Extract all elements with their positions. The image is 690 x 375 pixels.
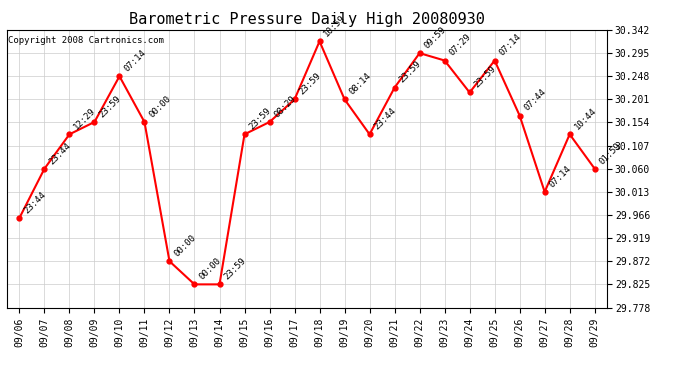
Text: 23:59: 23:59 [247, 106, 273, 132]
Title: Barometric Pressure Daily High 20080930: Barometric Pressure Daily High 20080930 [129, 12, 485, 27]
Text: 01:59: 01:59 [598, 141, 623, 166]
Text: 23:59: 23:59 [297, 71, 323, 97]
Text: 07:14: 07:14 [547, 164, 573, 189]
Text: 23:44: 23:44 [47, 141, 72, 166]
Text: 09:59: 09:59 [422, 25, 448, 50]
Text: 07:29: 07:29 [447, 32, 473, 58]
Text: 10:44: 10:44 [573, 106, 598, 132]
Text: 23:59: 23:59 [97, 94, 123, 119]
Text: 00:00: 00:00 [197, 256, 223, 282]
Text: 23:44: 23:44 [373, 106, 397, 132]
Text: 23:59: 23:59 [397, 59, 423, 85]
Text: 00:00: 00:00 [147, 94, 172, 119]
Text: 07:14: 07:14 [122, 48, 148, 74]
Text: 10:59: 10:59 [322, 13, 348, 39]
Text: 00:00: 00:00 [172, 233, 197, 258]
Text: 07:44: 07:44 [522, 87, 548, 113]
Text: 12:29: 12:29 [72, 106, 97, 132]
Text: Copyright 2008 Cartronics.com: Copyright 2008 Cartronics.com [8, 36, 164, 45]
Text: 08:14: 08:14 [347, 71, 373, 97]
Text: 07:14: 07:14 [497, 32, 523, 58]
Text: 23:44: 23:44 [22, 190, 48, 215]
Text: 08:29: 08:29 [273, 94, 297, 119]
Text: 23:59: 23:59 [222, 256, 248, 282]
Text: 23:59: 23:59 [473, 64, 497, 90]
